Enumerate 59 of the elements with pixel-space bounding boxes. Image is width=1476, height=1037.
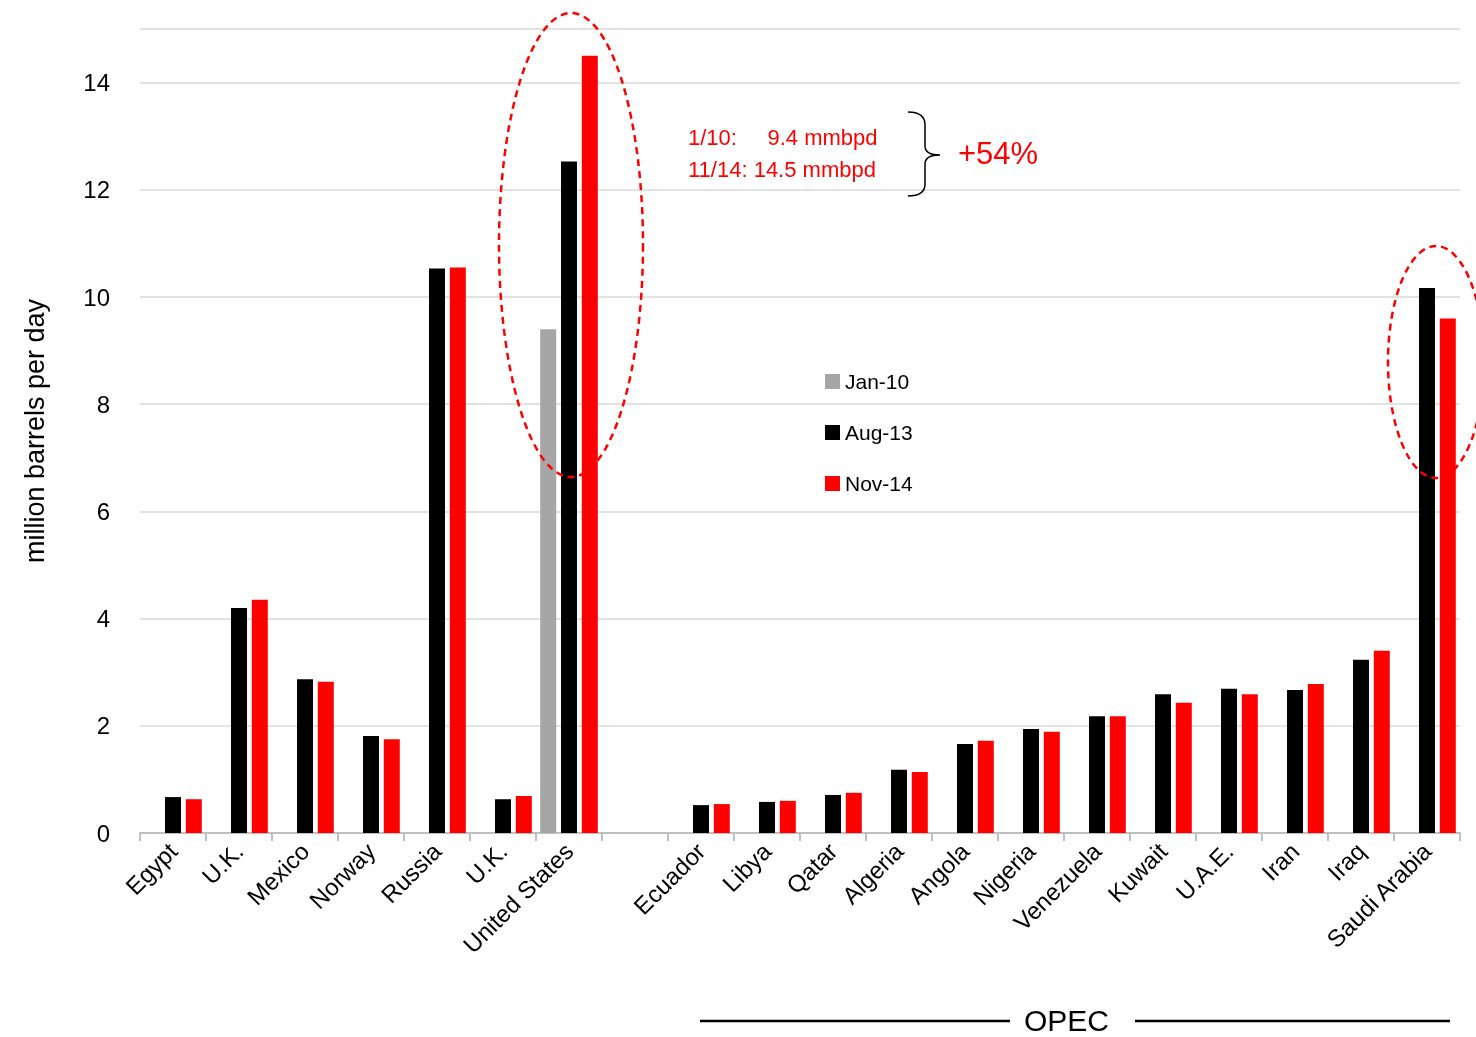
bar (495, 799, 511, 833)
y-tick-label: 12 (83, 176, 110, 204)
bar (911, 771, 928, 833)
bar (845, 792, 862, 833)
x-tick-label: Iran (1256, 837, 1305, 886)
bar (759, 801, 775, 833)
bar (1307, 683, 1324, 833)
bar (1353, 659, 1369, 833)
y-tick-label: 10 (83, 283, 110, 311)
y-tick-label: 8 (96, 390, 110, 418)
y-tick-label: 2 (96, 712, 110, 740)
bar (713, 804, 730, 833)
text: OPEC (1024, 1003, 1110, 1037)
bar (540, 329, 557, 833)
bar (693, 805, 709, 833)
bar (1373, 650, 1390, 833)
y-tick-label: 14 (83, 69, 110, 97)
y-tick-label: 4 (96, 605, 110, 633)
legend-label: Nov-14 (845, 472, 914, 495)
x-tick-label: U.K. (460, 837, 513, 890)
bar (1043, 731, 1060, 833)
annotation: +54% (958, 136, 1039, 171)
bar (165, 797, 181, 833)
y-axis-title: million barrels per day (19, 298, 50, 564)
bar (561, 161, 577, 833)
bar (1109, 716, 1126, 833)
legend-label: Jan-10 (845, 370, 910, 393)
bar (363, 735, 379, 833)
annotation: 11/14: 14.5 mmbpd (688, 156, 876, 182)
bar (1023, 729, 1039, 833)
y-tick-label: 6 (96, 497, 110, 525)
bar (581, 55, 598, 833)
bar (515, 796, 532, 833)
bar (449, 267, 466, 833)
bar (251, 599, 268, 833)
bar (1221, 688, 1237, 833)
bar (1175, 702, 1192, 833)
bar (1089, 716, 1105, 833)
bar (825, 794, 841, 833)
bar (383, 739, 400, 833)
bar (1241, 694, 1258, 833)
x-tick-label: U.K. (196, 837, 249, 890)
bar (429, 268, 445, 833)
x-tick-label: Iraq (1322, 837, 1371, 886)
bar (1419, 287, 1435, 833)
bar (1287, 689, 1303, 833)
bar (317, 681, 334, 833)
bar (891, 769, 907, 833)
bar (185, 799, 202, 833)
bar (297, 679, 313, 833)
bar (1439, 318, 1456, 833)
bar (1155, 694, 1171, 833)
y-tick-label: 0 (96, 819, 110, 847)
legend-label: Aug-13 (845, 421, 913, 444)
bar (779, 800, 796, 833)
annotation: 1/10: 9.4 mmbpd (688, 124, 878, 150)
bar (231, 607, 247, 833)
bar (957, 744, 973, 833)
bar (977, 740, 994, 833)
